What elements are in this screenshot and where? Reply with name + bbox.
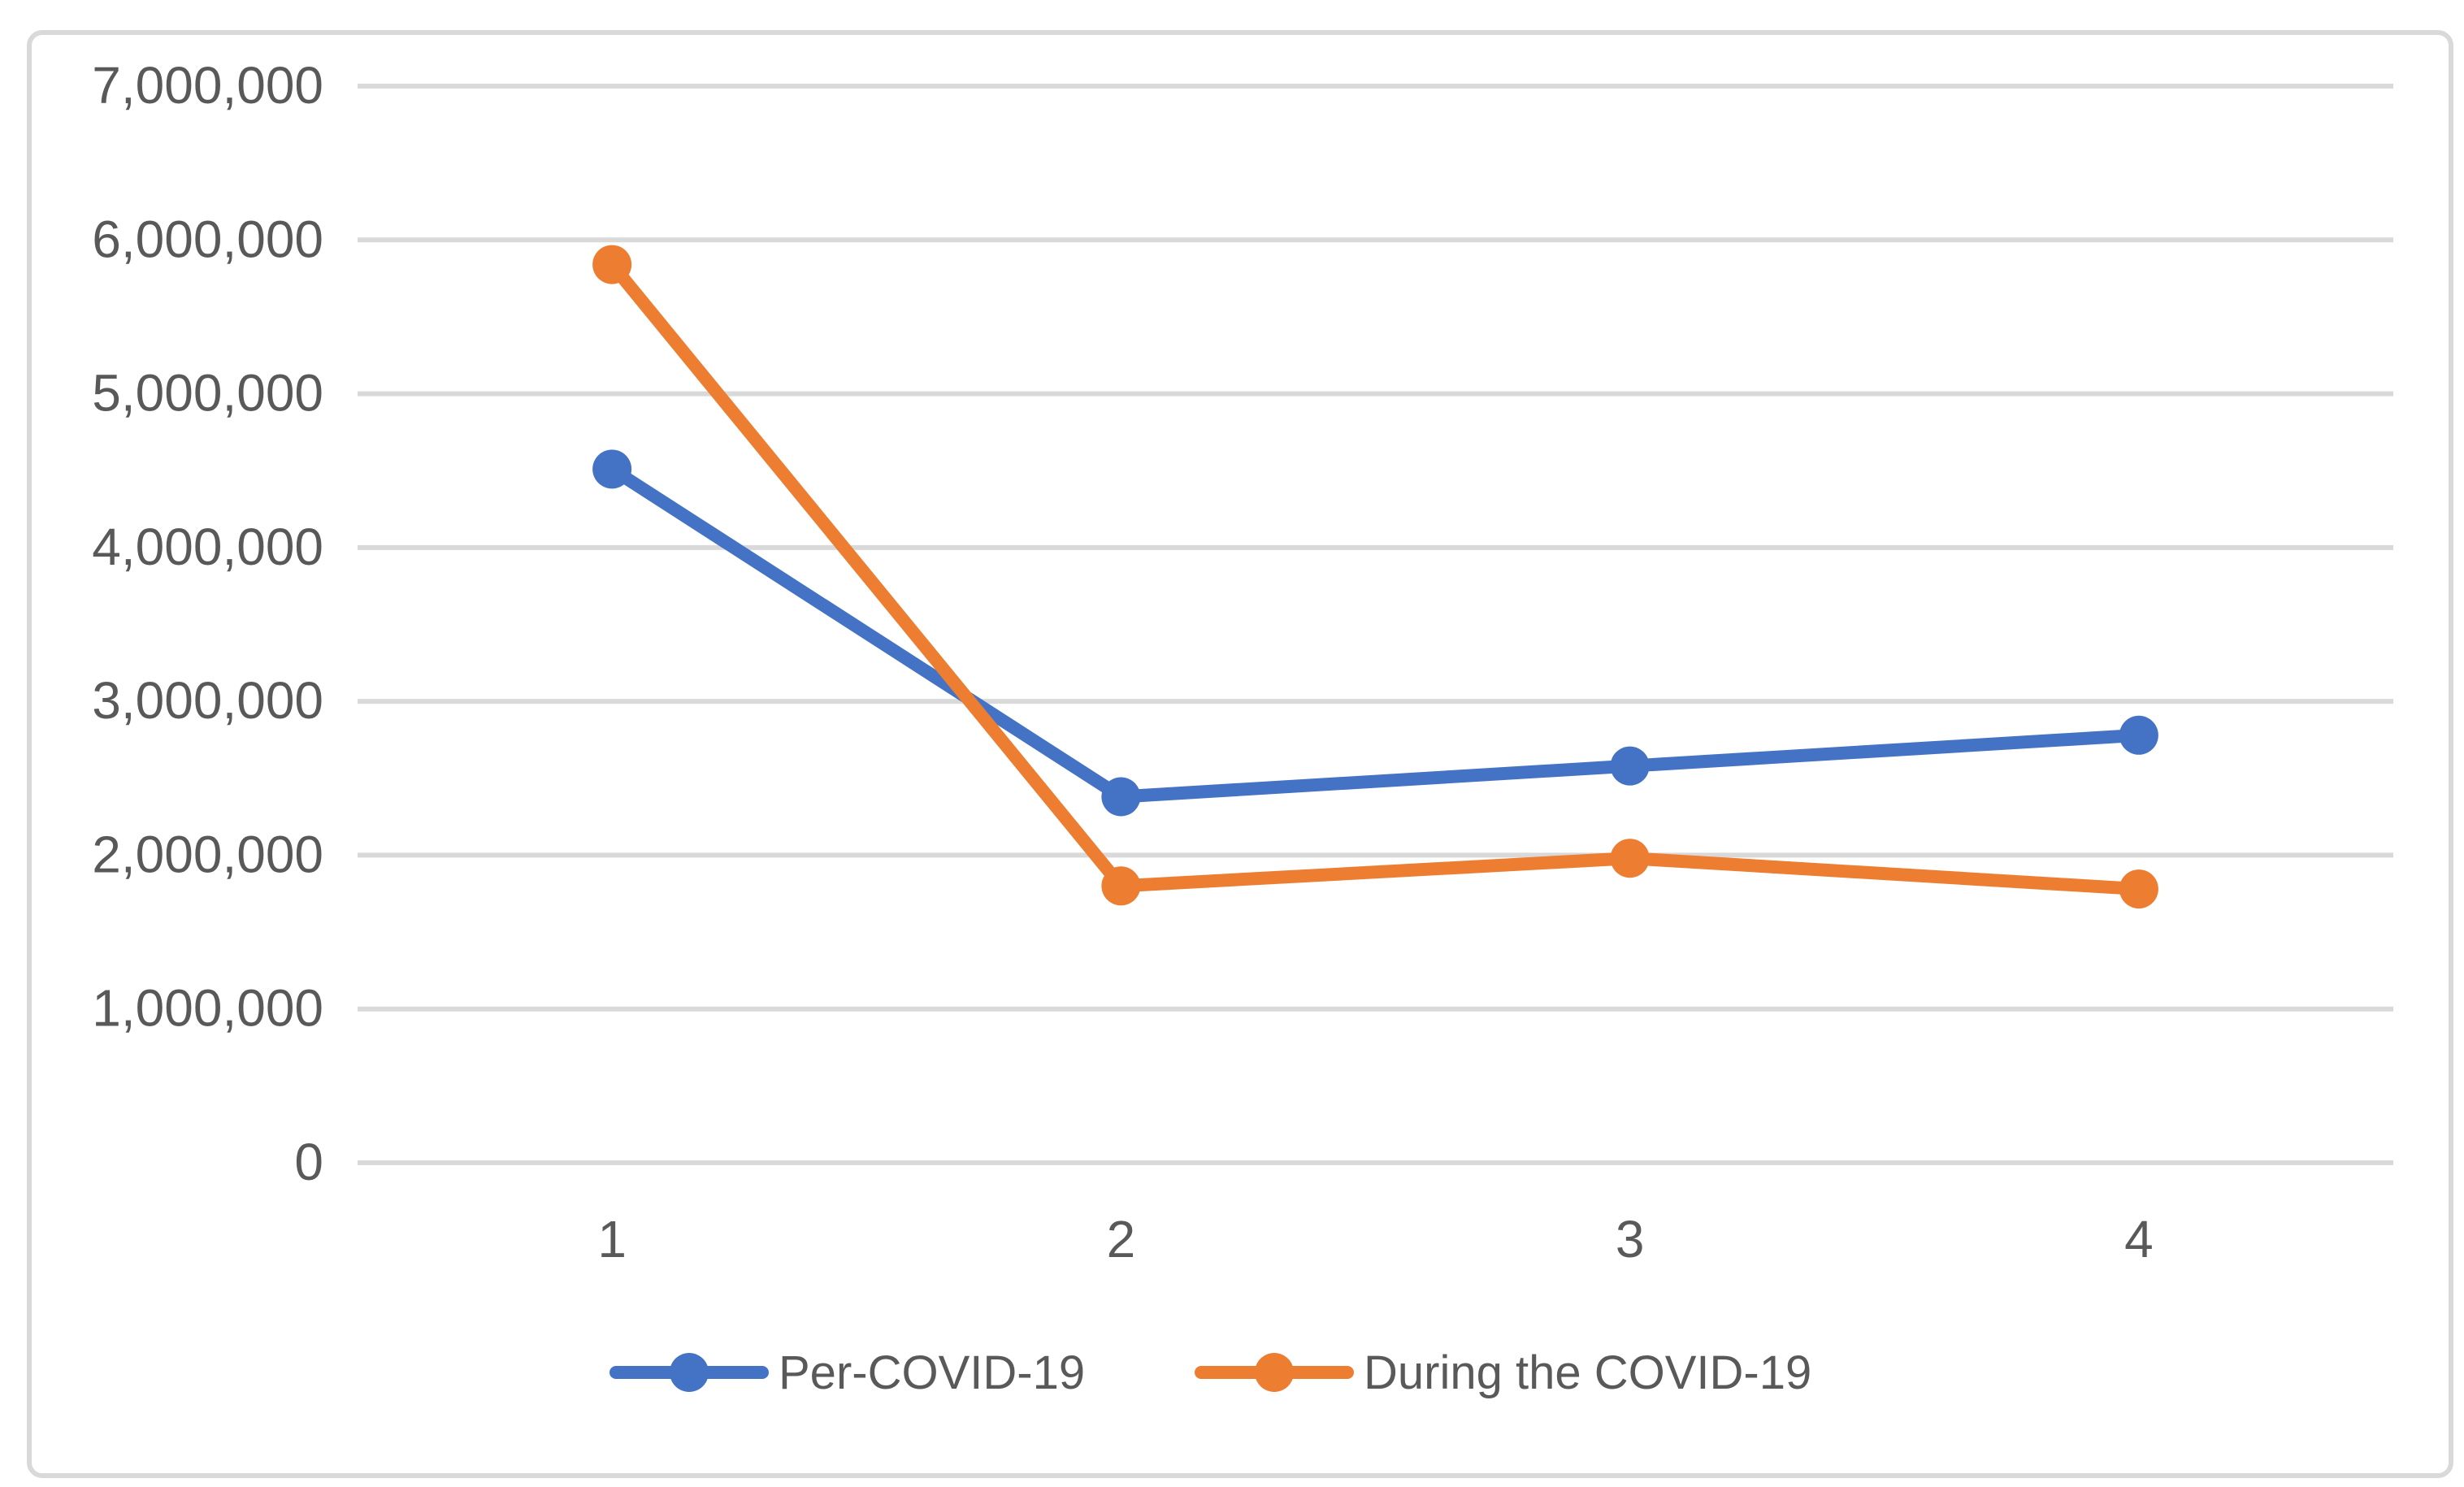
data-point-marker-s0-x2 (1101, 777, 1141, 817)
data-point-marker-s0-x1 (592, 449, 632, 489)
legend-circle-marker-icon (670, 1353, 709, 1392)
chart-border (27, 30, 2453, 1478)
legend-label: During the COVID-19 (1364, 1346, 1811, 1399)
series-line-0 (605, 462, 2145, 804)
x-axis-tick-label: 4 (2124, 1210, 2154, 1268)
legend-circle-marker-icon (1255, 1353, 1294, 1392)
y-axis-tick-label: 1,000,000 (92, 979, 323, 1038)
series-line-1 (605, 258, 2145, 896)
y-axis-tick-label: 3,000,000 (92, 671, 323, 730)
data-point-marker-s1-x4 (2119, 869, 2158, 909)
data-point-marker-s1-x1 (592, 245, 632, 284)
data-point-marker-s0-x3 (1610, 746, 1650, 786)
x-axis-tick-label: 1 (597, 1210, 627, 1268)
y-axis-tick-label: 7,000,000 (92, 56, 323, 115)
x-axis-tick-label: 3 (1616, 1210, 1645, 1268)
y-axis-tick-label: 6,000,000 (92, 210, 323, 268)
data-point-marker-s1-x3 (1610, 839, 1650, 878)
y-axis-tick-label: 2,000,000 (92, 825, 323, 883)
data-point-marker-s1-x2 (1101, 866, 1141, 906)
data-point-marker-s0-x4 (2119, 715, 2158, 755)
legend-label: Per-COVID-19 (779, 1346, 1085, 1399)
y-axis-tick-label: 4,000,000 (92, 518, 323, 576)
y-axis-tick-label: 5,000,000 (92, 364, 323, 423)
y-axis-tick-label: 0 (294, 1133, 323, 1191)
x-axis-tick-label: 2 (1107, 1210, 1136, 1268)
